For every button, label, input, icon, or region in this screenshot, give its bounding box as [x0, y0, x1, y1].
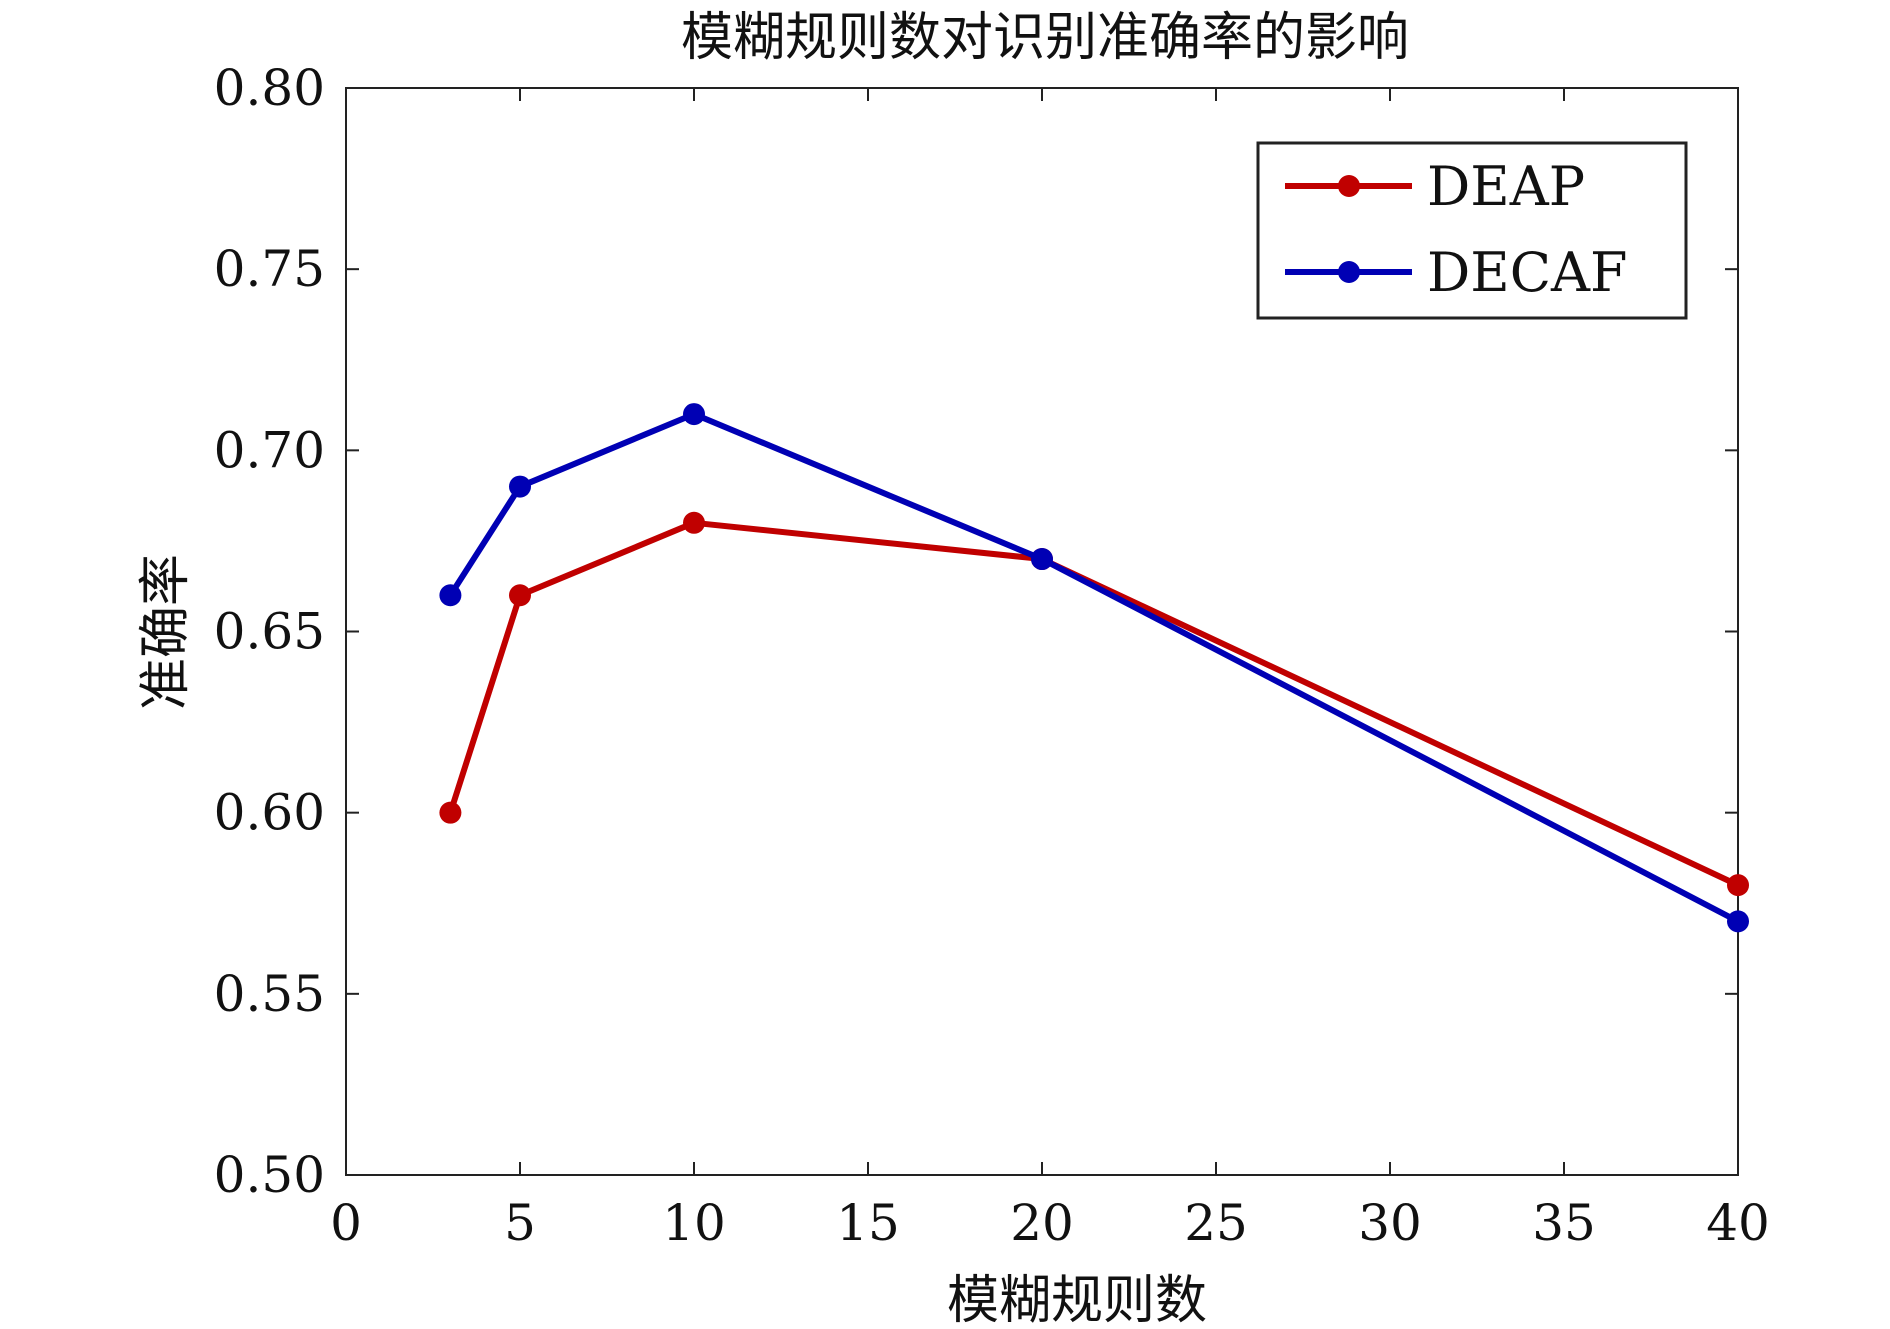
data-point-deap — [509, 584, 531, 607]
y-tick-label: 0.70 — [214, 421, 325, 479]
series-line-deap — [447, 519, 1741, 889]
x-tick-label: 10 — [662, 1194, 726, 1252]
data-point-decaf — [683, 403, 705, 426]
data-point-decaf — [439, 584, 462, 607]
x-tick-label: 25 — [1184, 1194, 1248, 1252]
legend-marker-decaf — [1338, 261, 1360, 283]
y-tick-label: 0.50 — [214, 1146, 325, 1204]
ticks-layer: 0 5 10 15 20 25 30 35 40 0.50 0.55 0.60 0.65 0.70 0.75… — [214, 59, 1770, 1252]
data-point-decaf — [1727, 910, 1749, 933]
y-tick-label: 0.80 — [214, 59, 325, 117]
series-line-decaf — [447, 411, 1741, 925]
data-point-decaf — [1031, 548, 1053, 571]
x-tick-label: 5 — [504, 1194, 536, 1252]
x-tick-label: 20 — [1010, 1194, 1074, 1252]
x-tick-label: 40 — [1706, 1194, 1770, 1252]
y-tick-label: 0.55 — [214, 965, 325, 1023]
legend-label-deap: DEAP — [1427, 155, 1585, 218]
legend-label-decaf: DECAF — [1427, 241, 1628, 304]
x-axis-title: 模糊规则数 — [947, 1271, 1207, 1325]
y-tick-label: 0.65 — [214, 603, 325, 661]
series-layer — [439, 403, 1749, 933]
legend-box — [1256, 141, 1688, 320]
x-tick-label: 0 — [330, 1194, 362, 1252]
chart-title: 模糊规则数对识别准确率的影响 — [681, 8, 1409, 68]
legend: DEAP DECAF — [1256, 141, 1688, 320]
legend-marker-deap — [1338, 175, 1360, 197]
data-point-decaf — [509, 475, 531, 498]
data-point-deap — [439, 801, 462, 824]
data-point-deap — [1727, 874, 1749, 897]
data-point-deap — [683, 511, 705, 534]
y-tick-label: 0.60 — [214, 784, 325, 842]
y-axis-title: 准确率 — [136, 554, 196, 710]
y-tick-label: 0.75 — [214, 240, 325, 298]
x-tick-label: 35 — [1532, 1194, 1596, 1252]
x-tick-label: 30 — [1358, 1194, 1422, 1252]
x-tick-label: 15 — [836, 1194, 900, 1252]
